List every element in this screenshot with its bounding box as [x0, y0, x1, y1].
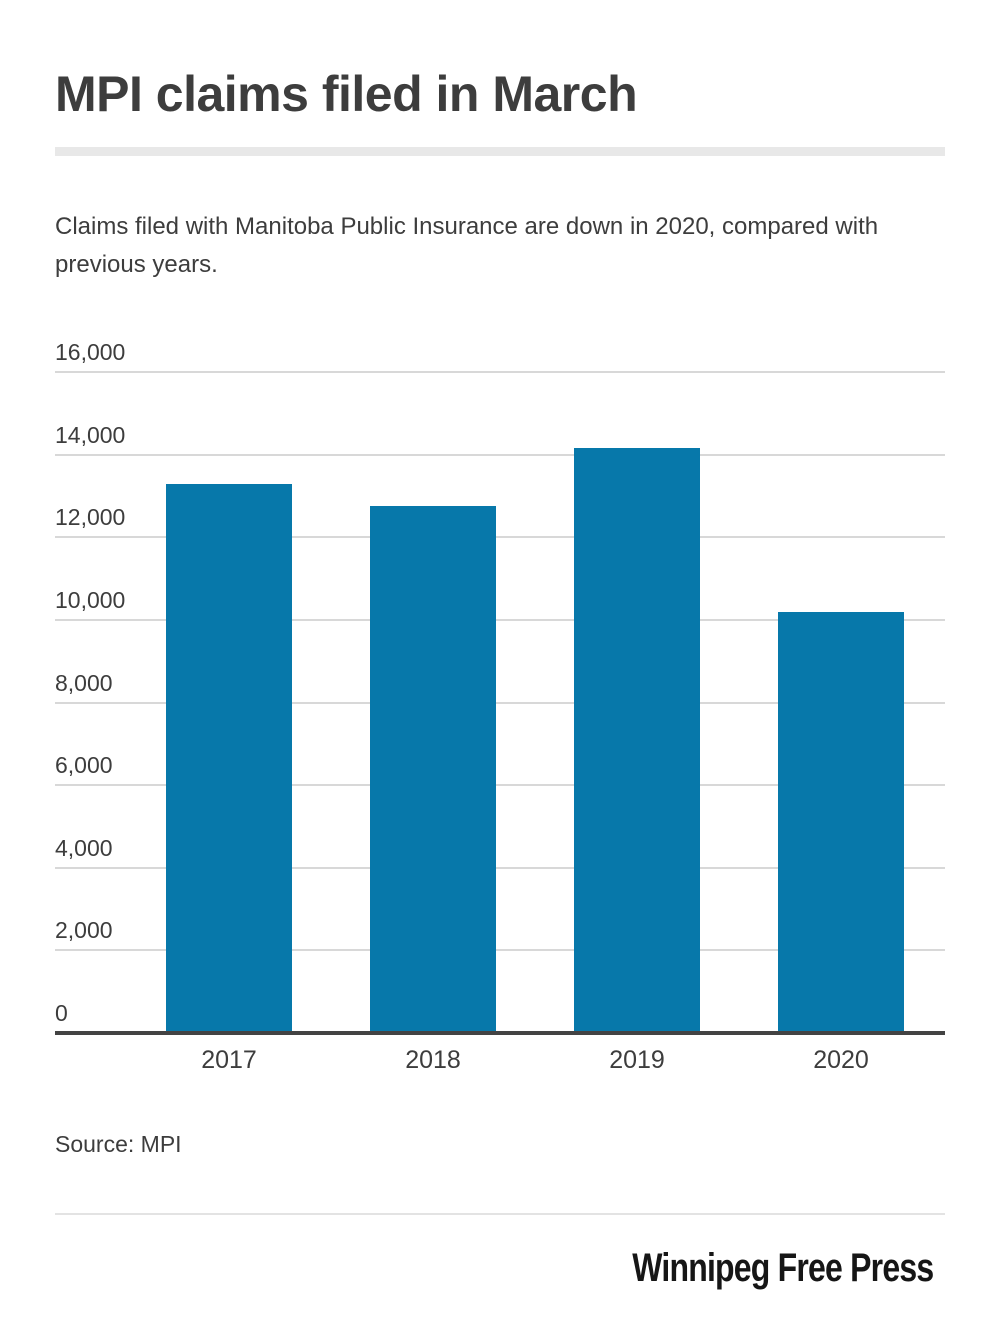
gridline-2000: [55, 949, 945, 952]
publisher-logo: Winnipeg Free Press: [631, 1246, 934, 1290]
chart-title: MPI claims filed in March: [55, 66, 638, 122]
x-axis-line: [55, 1031, 945, 1035]
x-axis-label-2019: 2019: [609, 1046, 665, 1074]
bar-2017: [166, 483, 292, 1033]
footer-divider: [55, 1213, 945, 1215]
chart-description: Claims filed with Manitoba Public Insura…: [55, 213, 879, 278]
gridline-6000: [55, 784, 945, 787]
y-axis-tick-8000: 8,000: [55, 669, 113, 696]
y-axis-tick-0: 0: [55, 1000, 68, 1026]
gridline-10000: [55, 618, 945, 621]
y-axis-tick-2000: 2,000: [55, 917, 113, 944]
y-axis-tick-16000: 16,000: [55, 339, 126, 365]
y-axis-tick-14000: 14,000: [55, 421, 126, 448]
gridline-8000: [55, 701, 945, 704]
bar-2020: [778, 611, 904, 1033]
bar-2018: [370, 506, 496, 1033]
gridline-14000: [55, 453, 945, 456]
y-axis-tick-6000: 6,000: [55, 752, 113, 779]
x-axis-label-2017: 2017: [201, 1046, 257, 1074]
y-axis-tick-10000: 10,000: [55, 586, 126, 613]
title-divider: [55, 147, 945, 156]
gridline-4000: [55, 866, 945, 869]
y-axis-tick-4000: 4,000: [55, 834, 113, 861]
x-axis-label-2018: 2018: [405, 1046, 461, 1074]
gridline-12000: [55, 536, 945, 539]
y-axis-tick-12000: 12,000: [55, 504, 126, 531]
bar-2019: [574, 448, 700, 1033]
gridline-16000: [55, 371, 945, 373]
source-note: Source: MPI: [55, 1131, 182, 1157]
x-axis-label-2020: 2020: [813, 1046, 869, 1074]
